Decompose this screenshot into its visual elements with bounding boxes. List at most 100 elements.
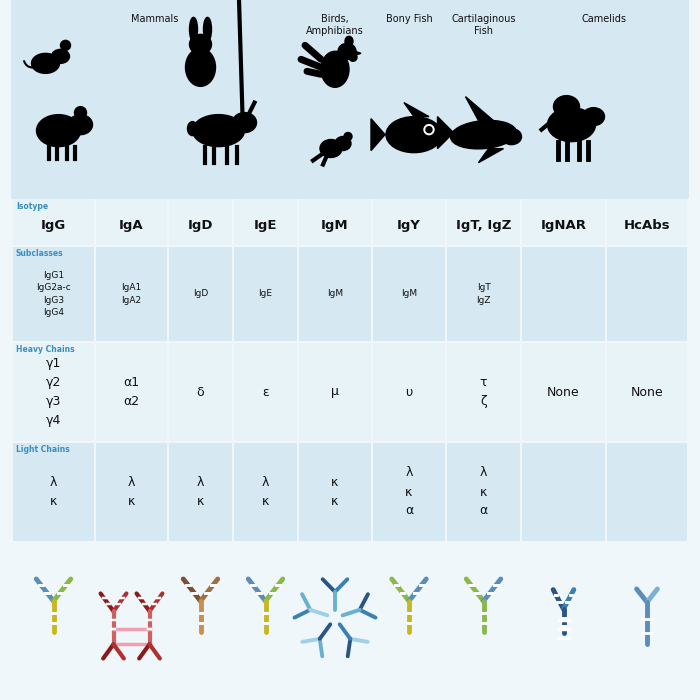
Bar: [299, 247, 371, 341]
Bar: [13, 343, 94, 441]
Bar: [169, 343, 232, 441]
Text: λ
κ: λ κ: [128, 476, 135, 508]
Text: IgD: IgD: [193, 290, 208, 298]
Text: λ
κ: λ κ: [50, 476, 57, 508]
Text: Heavy Chains: Heavy Chains: [16, 345, 75, 354]
Bar: [607, 247, 687, 341]
Ellipse shape: [335, 136, 351, 150]
Ellipse shape: [582, 108, 605, 125]
Bar: [607, 199, 687, 245]
Text: κ
κ: κ κ: [331, 476, 339, 508]
Text: IgM: IgM: [321, 219, 349, 232]
Text: υ: υ: [405, 386, 412, 398]
Bar: [373, 199, 445, 245]
Bar: [96, 343, 167, 441]
Bar: [96, 247, 167, 341]
Text: None: None: [631, 386, 664, 398]
Ellipse shape: [190, 18, 197, 41]
Text: δ: δ: [197, 386, 204, 398]
Polygon shape: [479, 148, 503, 162]
Bar: [234, 343, 297, 441]
Bar: [96, 443, 167, 541]
FancyBboxPatch shape: [297, 0, 373, 199]
Ellipse shape: [451, 120, 517, 149]
Text: λ
κ
α: λ κ α: [405, 466, 413, 517]
FancyBboxPatch shape: [520, 0, 689, 199]
Bar: [373, 343, 445, 441]
Text: μ: μ: [331, 386, 339, 398]
Bar: [522, 199, 605, 245]
Text: IgA1
IgA2: IgA1 IgA2: [121, 284, 141, 304]
Ellipse shape: [232, 113, 256, 132]
Text: λ
κ: λ κ: [197, 476, 204, 508]
Ellipse shape: [36, 115, 80, 146]
Bar: [447, 343, 520, 441]
Bar: [373, 443, 445, 541]
FancyBboxPatch shape: [445, 0, 522, 199]
Bar: [607, 343, 687, 441]
Text: IgT, IgZ: IgT, IgZ: [456, 219, 511, 232]
Bar: [169, 199, 232, 245]
Ellipse shape: [424, 125, 434, 134]
Bar: [13, 199, 94, 245]
Text: Camelids: Camelids: [582, 14, 627, 24]
Bar: [607, 443, 687, 541]
Bar: [522, 247, 605, 341]
Bar: [13, 443, 94, 541]
Ellipse shape: [338, 43, 356, 60]
Ellipse shape: [204, 18, 211, 41]
Polygon shape: [438, 117, 454, 148]
Ellipse shape: [547, 108, 596, 141]
Text: IgT
IgZ: IgT IgZ: [476, 284, 491, 304]
Text: IgG: IgG: [41, 219, 66, 232]
Ellipse shape: [344, 132, 352, 141]
Ellipse shape: [320, 139, 342, 158]
Text: Bony Fish: Bony Fish: [386, 14, 433, 24]
Bar: [234, 199, 297, 245]
Text: λ
κ: λ κ: [262, 476, 270, 508]
Text: Cartilaginous
Fish: Cartilaginous Fish: [452, 14, 516, 36]
Bar: [522, 443, 605, 541]
Bar: [169, 443, 232, 541]
Ellipse shape: [501, 129, 522, 145]
Bar: [234, 443, 297, 541]
Text: τ
ζ: τ ζ: [480, 376, 487, 408]
Ellipse shape: [52, 50, 69, 64]
Bar: [13, 247, 94, 341]
Text: ε: ε: [262, 386, 269, 398]
Text: IgNAR: IgNAR: [540, 219, 587, 232]
Bar: [299, 343, 371, 441]
Ellipse shape: [345, 36, 353, 46]
Bar: [169, 247, 232, 341]
Text: λ
κ
α: λ κ α: [480, 466, 488, 517]
Text: IgM: IgM: [401, 290, 417, 298]
Ellipse shape: [193, 115, 244, 146]
Text: IgE: IgE: [258, 290, 272, 298]
Bar: [299, 199, 371, 245]
Polygon shape: [585, 113, 594, 125]
Polygon shape: [355, 51, 361, 55]
Text: α1
α2: α1 α2: [123, 376, 139, 408]
Text: Light Chains: Light Chains: [16, 445, 70, 454]
Text: γ1
γ2
γ3
γ4: γ1 γ2 γ3 γ4: [46, 357, 61, 427]
Polygon shape: [411, 134, 429, 148]
Bar: [299, 443, 371, 541]
Bar: [447, 247, 520, 341]
FancyBboxPatch shape: [11, 0, 299, 199]
Ellipse shape: [321, 51, 349, 88]
Ellipse shape: [69, 115, 92, 134]
Text: HcAbs: HcAbs: [624, 219, 671, 232]
Text: None: None: [547, 386, 580, 398]
Bar: [96, 199, 167, 245]
Text: IgY: IgY: [397, 219, 421, 232]
Text: IgA: IgA: [119, 219, 144, 232]
Bar: [234, 247, 297, 341]
Bar: [522, 343, 605, 441]
Ellipse shape: [349, 53, 357, 62]
Ellipse shape: [386, 117, 442, 153]
Ellipse shape: [32, 53, 60, 74]
Polygon shape: [404, 103, 429, 117]
Text: Birds,
Amphibians: Birds, Amphibians: [306, 14, 364, 36]
Text: Subclasses: Subclasses: [16, 249, 64, 258]
Ellipse shape: [186, 48, 216, 86]
